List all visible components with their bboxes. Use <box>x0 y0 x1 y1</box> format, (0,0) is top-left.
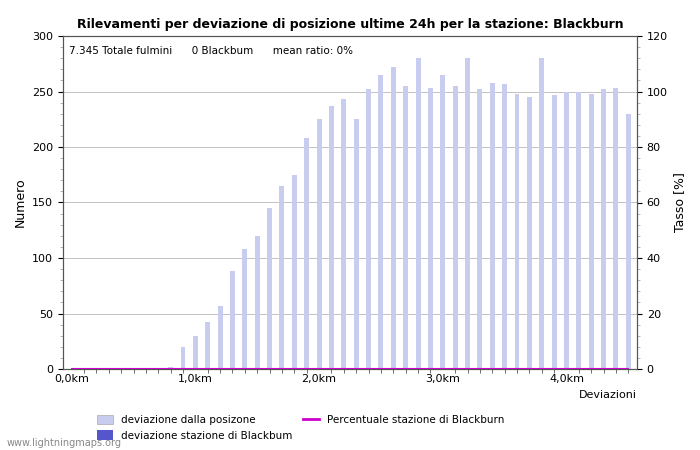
Bar <box>626 114 631 369</box>
Percentuale stazione di Blackburn <box>513 366 522 372</box>
Bar <box>391 67 395 369</box>
Percentuale stazione di Blackburn <box>167 366 175 372</box>
Bar <box>181 347 186 369</box>
Bar <box>403 86 408 369</box>
Percentuale stazione di Blackburn <box>67 366 76 372</box>
Bar <box>366 89 371 369</box>
Bar <box>502 84 507 369</box>
Bar <box>329 106 334 369</box>
Bar <box>354 119 358 369</box>
Percentuale stazione di Blackburn <box>130 366 138 372</box>
Percentuale stazione di Blackburn <box>80 366 88 372</box>
Bar <box>552 95 556 369</box>
Percentuale stazione di Blackburn <box>117 366 125 372</box>
Percentuale stazione di Blackburn <box>587 366 596 372</box>
Bar <box>316 119 321 369</box>
Percentuale stazione di Blackburn <box>265 366 274 372</box>
Title: Rilevamenti per deviazione di posizione ultime 24h per la stazione: Blackburn: Rilevamenti per deviazione di posizione … <box>77 18 623 31</box>
Percentuale stazione di Blackburn <box>216 366 224 372</box>
Percentuale stazione di Blackburn <box>550 366 559 372</box>
Bar <box>379 75 384 369</box>
Percentuale stazione di Blackburn <box>377 366 385 372</box>
Bar <box>613 88 618 369</box>
Percentuale stazione di Blackburn <box>154 366 162 372</box>
Bar <box>205 322 210 369</box>
Percentuale stazione di Blackburn <box>178 366 187 372</box>
Percentuale stazione di Blackburn <box>104 366 113 372</box>
Bar <box>267 208 272 369</box>
Percentuale stazione di Blackburn <box>624 366 633 372</box>
Percentuale stazione di Blackburn <box>426 366 435 372</box>
Percentuale stazione di Blackburn <box>463 366 472 372</box>
Bar <box>342 99 346 369</box>
Percentuale stazione di Blackburn <box>612 366 620 372</box>
Percentuale stazione di Blackburn <box>315 366 323 372</box>
Percentuale stazione di Blackburn <box>204 366 212 372</box>
Percentuale stazione di Blackburn <box>352 366 361 372</box>
Bar <box>564 91 569 369</box>
Percentuale stazione di Blackburn <box>228 366 237 372</box>
Bar <box>477 89 482 369</box>
Text: Deviazioni: Deviazioni <box>579 391 637 401</box>
Bar <box>465 58 470 369</box>
Bar <box>292 175 297 369</box>
Percentuale stazione di Blackburn <box>241 366 249 372</box>
Bar <box>168 367 173 369</box>
Text: 7.345 Totale fulmini      0 Blackbum      mean ratio: 0%: 7.345 Totale fulmini 0 Blackbum mean rat… <box>69 46 353 56</box>
Percentuale stazione di Blackburn <box>439 366 447 372</box>
Percentuale stazione di Blackburn <box>488 366 496 372</box>
Percentuale stazione di Blackburn <box>414 366 422 372</box>
Percentuale stazione di Blackburn <box>538 366 546 372</box>
Bar <box>601 89 606 369</box>
Bar <box>242 249 247 369</box>
Percentuale stazione di Blackburn <box>92 366 101 372</box>
Percentuale stazione di Blackburn <box>191 366 200 372</box>
Bar <box>527 97 532 369</box>
Legend: deviazione dalla posizone, deviazione stazione di Blackbum, Percentuale stazione: deviazione dalla posizone, deviazione st… <box>93 411 509 445</box>
Percentuale stazione di Blackburn <box>525 366 533 372</box>
Bar <box>218 306 223 369</box>
Percentuale stazione di Blackburn <box>290 366 298 372</box>
Bar <box>490 83 495 369</box>
Percentuale stazione di Blackburn <box>599 366 608 372</box>
Bar <box>230 271 235 369</box>
Bar <box>304 138 309 369</box>
Bar <box>576 91 581 369</box>
Percentuale stazione di Blackburn <box>327 366 335 372</box>
Bar <box>416 58 421 369</box>
Percentuale stazione di Blackburn <box>451 366 459 372</box>
Percentuale stazione di Blackburn <box>476 366 484 372</box>
Bar <box>453 86 458 369</box>
Y-axis label: Numero: Numero <box>13 178 27 227</box>
Percentuale stazione di Blackburn <box>562 366 570 372</box>
Percentuale stazione di Blackburn <box>575 366 583 372</box>
Percentuale stazione di Blackburn <box>365 366 373 372</box>
Bar <box>589 94 594 369</box>
Percentuale stazione di Blackburn <box>302 366 311 372</box>
Percentuale stazione di Blackburn <box>141 366 150 372</box>
Percentuale stazione di Blackburn <box>500 366 509 372</box>
Percentuale stazione di Blackburn <box>253 366 261 372</box>
Text: www.lightningmaps.org: www.lightningmaps.org <box>7 438 122 448</box>
Bar <box>255 236 260 369</box>
Bar <box>428 88 433 369</box>
Y-axis label: Tasso [%]: Tasso [%] <box>673 172 687 233</box>
Percentuale stazione di Blackburn <box>389 366 398 372</box>
Percentuale stazione di Blackburn <box>278 366 286 372</box>
Percentuale stazione di Blackburn <box>402 366 410 372</box>
Percentuale stazione di Blackburn <box>340 366 348 372</box>
Bar <box>193 336 198 369</box>
Bar <box>539 58 544 369</box>
Bar <box>279 186 284 369</box>
Bar <box>440 75 445 369</box>
Bar <box>514 94 519 369</box>
